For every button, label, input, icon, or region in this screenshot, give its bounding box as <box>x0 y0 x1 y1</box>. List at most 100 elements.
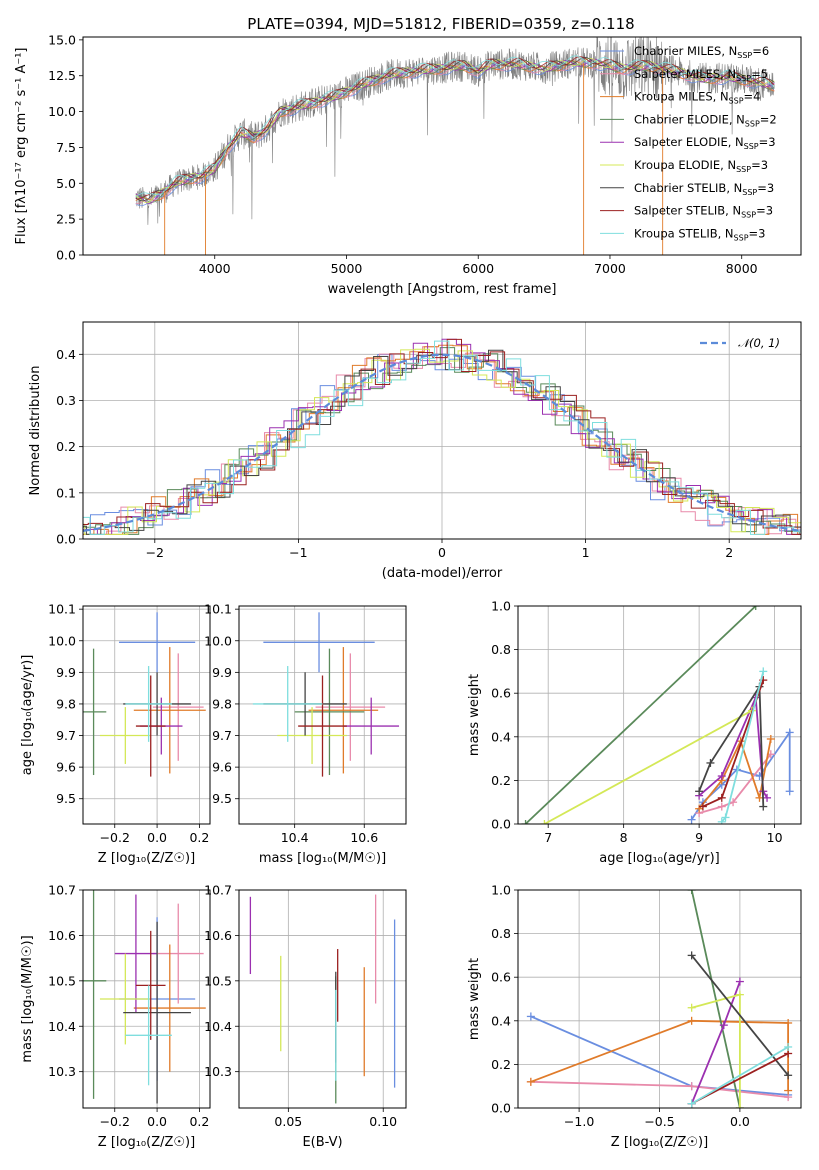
y-tick-label: 9.6 <box>212 760 232 775</box>
series-chabrier-stelib <box>698 683 765 807</box>
plot-area <box>83 890 206 1104</box>
x-tick-label: −2 <box>146 545 164 560</box>
x-tick-label: 4000 <box>199 261 231 276</box>
errorbar-kroupa-miles <box>133 944 206 1072</box>
y-tick-label: 0.2 <box>56 439 76 454</box>
series-chabrier-elodie <box>524 606 757 824</box>
x-tick-label: 10 <box>767 830 783 845</box>
series-salpeter-miles <box>698 753 772 814</box>
marker <box>784 1018 793 1027</box>
x-tick-label: 0.0 <box>147 830 167 845</box>
y-tick-label: 0.0 <box>491 1101 511 1116</box>
legend: 𝒩(0, 1) <box>700 336 780 350</box>
y-tick-label: 0.0 <box>491 817 511 832</box>
y-tick-label: 0.8 <box>491 926 511 941</box>
marker <box>766 734 775 743</box>
panel-residuals: −2 −1 0 1 2 0.0 0.1 0.2 0.3 0.4 (data-model)/error… <box>28 321 802 581</box>
axes-frame <box>82 889 211 1109</box>
x-tick-label: 0.05 <box>274 1114 302 1129</box>
marker <box>521 820 530 824</box>
x-axis-label: wavelength [Angstrom, rest frame] <box>328 282 557 297</box>
errorbar-kroupa-stelib <box>252 666 323 742</box>
errorbar-chabrier-stelib <box>123 921 191 1104</box>
panel-mass-vs-ebv: 0.05 0.10 10.3 10.4 10.5 10.6 10.7 E(B-V) <box>204 883 407 1150</box>
series-kroupa-elodie <box>543 709 753 824</box>
marker <box>784 1086 793 1095</box>
y-tick-label: 9.8 <box>56 696 76 711</box>
model-line <box>135 57 775 204</box>
y-tick-label: 10.4 <box>48 1019 76 1034</box>
legend-entry: Chabrier STELIB, NSSP=3 <box>634 181 774 197</box>
x-tick-label: −1 <box>289 545 307 560</box>
marker <box>687 951 696 960</box>
plot-area <box>83 338 801 535</box>
x-tick-label: 9 <box>695 830 703 845</box>
y-tick-label: 0.4 <box>56 347 76 362</box>
histogram-kroupa-miles <box>83 344 801 535</box>
y-tick-label: 15.0 <box>48 32 76 47</box>
marker <box>785 787 794 796</box>
errorbar-salpeter-elodie <box>114 894 158 1013</box>
normal-curve <box>83 353 801 532</box>
figure-title: PLATE=0394, MJD=51812, FIBERID=0359, z=0… <box>247 15 634 33</box>
errorbar-salpeter-miles <box>315 653 386 761</box>
y-tick-label: 10.6 <box>204 928 232 943</box>
x-axis-label: mass [log₁₀(M/M☉)] <box>259 851 386 866</box>
x-tick-label: 10.6 <box>350 830 378 845</box>
axes-frame <box>238 889 407 1109</box>
plot-area <box>252 612 400 777</box>
y-axis-label: age [log₁₀(age/yr)] <box>20 655 35 776</box>
model-line <box>135 60 775 202</box>
y-tick-label: 0.8 <box>491 642 511 657</box>
errorbar-kroupa-miles <box>133 647 206 774</box>
y-tick-label: 9.5 <box>56 791 76 806</box>
marker <box>706 758 715 767</box>
marker <box>717 772 726 781</box>
y-tick-label: 10.0 <box>48 104 76 119</box>
y-tick-label: 9.9 <box>212 665 232 680</box>
y-axis-label: mass [log₁₀(M/M☉)] <box>20 935 35 1062</box>
marker <box>721 813 730 822</box>
legend-entry: Chabrier ELODIE, NSSP=2 <box>634 112 777 128</box>
x-tick-label: 0.2 <box>189 830 209 845</box>
marker <box>526 1012 535 1021</box>
marker <box>735 990 744 999</box>
x-axis-label: Z [log₁₀(Z/Z☉)] <box>98 1135 195 1150</box>
marker <box>687 1099 696 1108</box>
y-tick-label: 9.7 <box>56 728 76 743</box>
marker <box>763 793 772 802</box>
plot-area <box>526 890 793 1108</box>
x-tick-label: −0.2 <box>100 1114 130 1129</box>
marker <box>717 793 726 802</box>
legend-entry: Chabrier MILES, NSSP=6 <box>634 44 769 60</box>
marker <box>698 802 707 811</box>
panel-age-vs-mass: 10.4 10.6 9.5 9.6 9.7 9.8 9.9 10.0 10.1 mass [log… <box>204 602 407 866</box>
errorbar-kroupa-elodie <box>99 707 151 764</box>
y-tick-label: 1.0 <box>491 599 511 614</box>
y-tick-label: 7.5 <box>56 140 76 155</box>
panel-mass-weight-vs-age: 7 8 9 10 0.0 0.2 0.4 0.6 0.8 1.0 age [log₁₀(age/yr… <box>467 599 802 866</box>
x-tick-label: −0.5 <box>644 1114 674 1129</box>
series-chabrier-elodie <box>690 890 741 1108</box>
y-tick-label: 0.2 <box>491 1057 511 1072</box>
y-axis-label: mass weight <box>467 674 482 756</box>
y-tick-label: 10.4 <box>204 1019 232 1034</box>
x-axis-label: Z [log₁₀(Z/Z☉)] <box>98 851 195 866</box>
marker <box>687 815 696 824</box>
x-tick-label: 0.0 <box>730 1114 750 1129</box>
errorbar-salpeter-stelib <box>135 930 166 1040</box>
y-tick-label: 10.3 <box>48 1064 76 1079</box>
plot-area <box>249 894 396 1104</box>
y-axis-label: Normed distribution <box>28 366 43 496</box>
plot-area <box>521 606 794 824</box>
x-tick-label: 0 <box>438 545 446 560</box>
y-tick-label: 10.1 <box>204 602 232 617</box>
x-tick-label: −1.0 <box>564 1114 594 1129</box>
y-tick-label: 0.0 <box>56 248 76 263</box>
marker <box>687 1003 696 1012</box>
marker <box>717 802 726 811</box>
x-tick-label: 0.2 <box>189 1114 209 1129</box>
marker <box>687 1082 696 1091</box>
x-tick-label: 7 <box>544 830 552 845</box>
y-tick-label: 10.5 <box>48 973 76 988</box>
